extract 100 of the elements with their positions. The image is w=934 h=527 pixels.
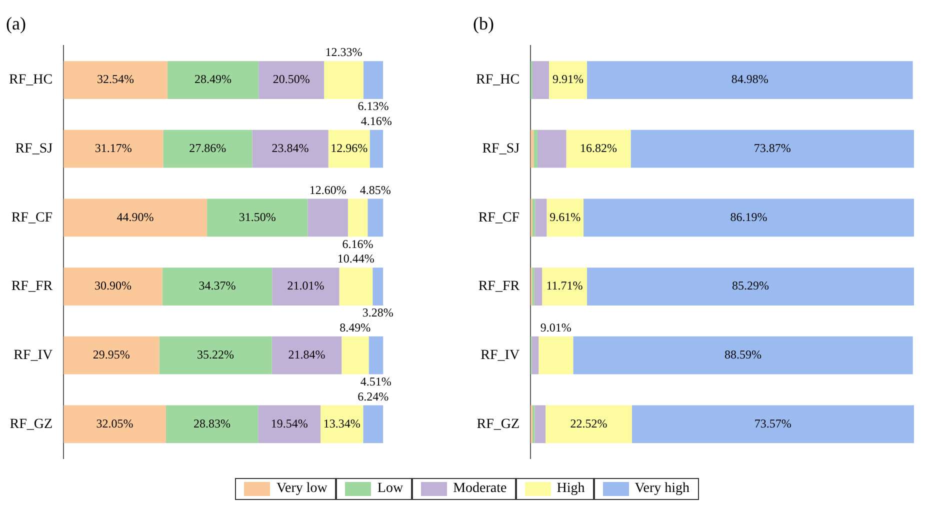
data-label: 12.96%: [330, 141, 368, 156]
data-label: 28.49%: [194, 72, 232, 86]
bar: [328, 130, 370, 168]
data-label: 9.91%: [552, 72, 584, 86]
bar: [534, 130, 538, 168]
bar: [159, 336, 272, 374]
data-label: 31.17%: [94, 141, 132, 156]
y-tick-label: RF_FR: [11, 279, 54, 294]
bar: [546, 405, 632, 444]
data-label: 32.05%: [96, 416, 134, 430]
y-tick-label: RF_HC: [476, 72, 520, 88]
bar: [64, 405, 166, 444]
bar: [252, 130, 328, 168]
chart-title: (b): [473, 14, 494, 34]
bar: [363, 61, 384, 99]
bar: [535, 198, 547, 237]
data-label: 73.87%: [754, 141, 791, 156]
data-label: 12.60%: [309, 182, 346, 197]
data-label: 44.90%: [116, 210, 154, 224]
bar: [534, 405, 546, 444]
legend-label: Low: [377, 481, 404, 497]
bar: [532, 405, 535, 444]
bar: [538, 336, 574, 374]
data-label: 28.83%: [194, 416, 231, 430]
legend-label: Very high: [634, 481, 690, 497]
y-tick-label: RF_CF: [11, 210, 53, 226]
y-tick-label: RF_FR: [478, 279, 520, 294]
data-label: 32.54%: [97, 72, 134, 86]
bar: [573, 336, 913, 374]
legend-label: High: [556, 481, 585, 497]
y-tick-label: RF_GZ: [10, 416, 53, 432]
bar: [258, 405, 321, 444]
bar: [584, 198, 914, 237]
bar: [532, 336, 539, 374]
bar: [168, 61, 259, 99]
bar: [532, 198, 536, 237]
bar: [64, 61, 168, 99]
bar: [163, 130, 252, 168]
data-label: 9.01%: [540, 320, 572, 335]
bar: [542, 268, 587, 306]
bar: [64, 336, 160, 374]
data-label: 86.19%: [730, 210, 768, 224]
chart-title: (a): [6, 14, 26, 34]
data-label: 23.84%: [272, 141, 309, 156]
data-label: 21.01%: [287, 278, 324, 293]
bar: [339, 268, 373, 306]
data-label: 4.85%: [360, 182, 391, 197]
bar: [64, 198, 208, 237]
bar: [586, 268, 914, 306]
data-label: 6.24%: [358, 389, 389, 404]
legend-label: Moderate: [453, 481, 507, 497]
data-label: 3.28%: [362, 306, 394, 320]
data-label: 11.71%: [546, 278, 583, 293]
y-tick-label: RF_CF: [478, 210, 520, 226]
bar: [166, 405, 258, 444]
y-tick-label: RF_IV: [14, 348, 53, 364]
data-label: 30.90%: [94, 278, 132, 293]
data-label: 21.84%: [288, 348, 326, 362]
data-label: 84.98%: [731, 72, 768, 86]
bar: [64, 268, 162, 306]
bar: [370, 130, 384, 168]
data-label: 8.49%: [340, 320, 371, 335]
bar: [342, 336, 369, 374]
data-label: 4.16%: [360, 114, 392, 128]
bar: [372, 268, 384, 306]
bar: [537, 130, 566, 168]
y-tick-label: RF_GZ: [476, 416, 520, 432]
y-tick-label: RF_SJ: [15, 142, 54, 157]
bar: [258, 61, 324, 99]
bar: [272, 268, 340, 306]
bar: [324, 61, 364, 99]
data-label: 19.54%: [270, 416, 308, 430]
data-label: 27.86%: [189, 141, 226, 156]
bar: [368, 336, 384, 374]
bar: [532, 61, 549, 99]
bar: [348, 198, 368, 237]
y-tick-label: RF_HC: [8, 72, 53, 88]
bar: [534, 268, 542, 306]
bar: [586, 61, 913, 99]
data-label: 13.34%: [323, 416, 360, 430]
bar: [272, 336, 342, 374]
data-label: 6.16%: [342, 236, 374, 251]
bar: [320, 405, 364, 444]
bar: [308, 198, 348, 237]
bar: [363, 405, 384, 444]
bar: [548, 61, 587, 99]
data-label: 4.51%: [360, 374, 392, 388]
bar: [566, 130, 631, 168]
data-label: 88.59%: [724, 348, 762, 362]
y-tick-label: RF_IV: [480, 348, 520, 364]
data-label: 31.50%: [238, 210, 276, 224]
data-label: 9.61%: [550, 210, 581, 224]
data-label: 6.13%: [358, 99, 389, 114]
bar: [162, 268, 272, 306]
data-label: 20.50%: [272, 72, 310, 86]
data-label: 29.95%: [92, 348, 130, 362]
data-label: 73.57%: [754, 416, 792, 430]
data-label: 22.52%: [570, 416, 608, 430]
data-label: 12.33%: [325, 45, 362, 60]
bar: [630, 130, 914, 168]
